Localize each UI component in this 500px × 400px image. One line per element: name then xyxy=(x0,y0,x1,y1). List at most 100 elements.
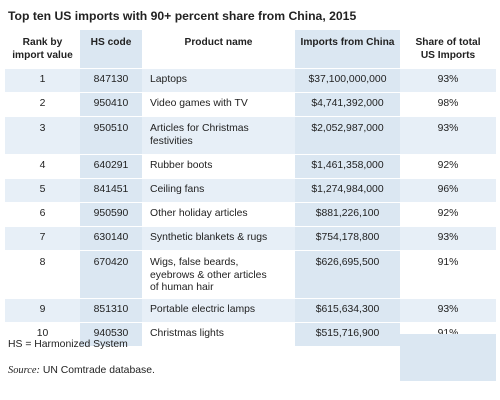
cell-imports: $4,741,392,000 xyxy=(295,93,400,116)
cell-hs-code: 841451 xyxy=(80,179,142,202)
product-line: Ceiling fans xyxy=(150,184,205,196)
product-line: Wigs, false beards, xyxy=(150,257,239,268)
product-line: Christmas lights xyxy=(150,328,224,340)
cell-imports: $615,634,300 xyxy=(295,299,400,322)
table-title: Top ten US imports with 90+ percent shar… xyxy=(8,9,357,23)
table-row: 8 670420 Wigs, false beards, eyebrows & oth… xyxy=(5,251,496,299)
cell-imports: $2,052,987,000 xyxy=(295,117,400,154)
product-text: Other holiday articles xyxy=(150,208,248,221)
cell-hs-code: 950410 xyxy=(80,93,142,116)
header-share-line2: US Imports xyxy=(420,50,476,61)
cell-share: 93% xyxy=(437,304,459,316)
product-line: Video games with TV xyxy=(150,98,248,110)
table-row: 2 950410 Video games with TV $4,741,392,000… xyxy=(5,93,496,117)
cell-imports: $881,226,100 xyxy=(295,203,400,226)
product-text: Ceiling fans xyxy=(150,184,204,197)
table-row: 3 950510 Articles for Christmas festivities… xyxy=(5,117,496,155)
cell-hs-code: 950590 xyxy=(80,203,142,226)
product-line: Portable electric lamps xyxy=(150,304,256,316)
table-row: 7 630140 Synthetic blankets & rugs $754,178… xyxy=(5,227,496,251)
cell-hs-code: 847130 xyxy=(80,69,142,92)
product-line: Synthetic blankets & rugs xyxy=(150,232,268,244)
header-share-line1: Share of total xyxy=(415,37,481,48)
cell-rank: 1 xyxy=(39,74,46,86)
cell-product: Other holiday articles xyxy=(142,203,295,226)
cell-rank: 9 xyxy=(39,304,46,316)
product-line: Rubber boots xyxy=(150,160,213,172)
table-row: 6 950590 Other holiday articles $881,226,10… xyxy=(5,203,496,227)
table-row: 1 847130 Laptops $37,100,000,000 93% xyxy=(5,69,496,93)
cell-product: Articles for Christmas festivities xyxy=(142,117,295,154)
cell-imports: $626,695,500 xyxy=(295,251,400,298)
cell-share: 93% xyxy=(437,232,459,244)
cell-share: 93% xyxy=(437,74,459,86)
cell-product: Christmas lights xyxy=(142,323,295,346)
product-text: Rubber boots xyxy=(150,160,212,173)
source-text: UN Comtrade database. xyxy=(39,365,155,376)
product-text: Christmas lights xyxy=(150,328,224,341)
product-text: Synthetic blankets & rugs xyxy=(150,232,267,245)
cell-share: 91% xyxy=(437,257,459,268)
header-product-label: Product name xyxy=(184,37,253,48)
cell-share: 91% xyxy=(400,323,496,346)
product-text: Laptops xyxy=(150,74,187,87)
table-body: 1 847130 Laptops $37,100,000,000 93% 2 950410 V… xyxy=(5,69,496,347)
footnote: HS = Harmonized System xyxy=(8,339,128,350)
header-rank-line1: Rank by xyxy=(22,37,63,48)
header-hs-code: HS code xyxy=(80,30,142,68)
header-rank-line2: import value xyxy=(12,50,73,61)
table-row: 4 640291 Rubber boots $1,461,358,000 92% xyxy=(5,155,496,179)
product-text: Wigs, false beards, eyebrows & other arti… xyxy=(150,257,267,295)
cell-rank: 4 xyxy=(39,160,46,172)
product-line: Other holiday articles xyxy=(150,208,248,220)
header-product: Product name xyxy=(142,30,295,68)
header-imports: Imports from China xyxy=(295,30,400,68)
cell-imports: $515,716,900 xyxy=(295,323,400,346)
cell-share: 98% xyxy=(437,98,459,110)
cell-share: 96% xyxy=(437,184,459,196)
cell-product: Laptops xyxy=(142,69,295,92)
cell-rank: 8 xyxy=(39,257,46,268)
product-line: Articles for Christmas xyxy=(150,123,249,134)
cell-product: Synthetic blankets & rugs xyxy=(142,227,295,250)
product-text: Video games with TV xyxy=(150,98,248,111)
cell-product: Video games with TV xyxy=(142,93,295,116)
product-line: festivities xyxy=(150,135,193,147)
cell-imports: $37,100,000,000 xyxy=(295,69,400,92)
table-row: 5 841451 Ceiling fans $1,274,984,000 96% xyxy=(5,179,496,203)
product-line: Laptops xyxy=(150,74,187,86)
cell-hs-code: 670420 xyxy=(80,251,142,298)
imports-table: Rank by import value HS code Product nam… xyxy=(5,30,496,347)
cell-imports: $1,274,984,000 xyxy=(295,179,400,202)
shaded-tail xyxy=(400,334,496,381)
cell-rank: 2 xyxy=(39,98,46,110)
cell-imports: $1,461,358,000 xyxy=(295,155,400,178)
cell-product: Portable electric lamps xyxy=(142,299,295,322)
source-label: Source: xyxy=(8,365,40,376)
cell-hs-code: 640291 xyxy=(80,155,142,178)
cell-hs-code: 851310 xyxy=(80,299,142,322)
cell-rank: 6 xyxy=(39,208,46,220)
product-line: eyebrows & other articles xyxy=(150,269,267,281)
cell-imports: $754,178,800 xyxy=(295,227,400,250)
cell-product: Rubber boots xyxy=(142,155,295,178)
product-line: of human hair xyxy=(150,282,214,293)
table-row: 10 940530 Christmas lights $515,716,90091% xyxy=(5,323,496,347)
cell-rank: 3 xyxy=(39,123,46,134)
table-row: 9 851310 Portable electric lamps $615,634,3… xyxy=(5,299,496,323)
header-share: Share of total US Imports xyxy=(400,30,496,68)
cell-rank: 10 xyxy=(36,328,49,340)
cell-share: 93% xyxy=(437,123,459,134)
product-text: Portable electric lamps xyxy=(150,304,255,317)
cell-share: 92% xyxy=(437,208,459,220)
cell-share: 92% xyxy=(437,160,459,172)
product-text: Articles for Christmas festivities xyxy=(150,123,249,148)
cell-product: Ceiling fans xyxy=(142,179,295,202)
source-note: Source: UN Comtrade database. xyxy=(8,365,155,376)
cell-hs-code: 940530 xyxy=(80,323,142,346)
table-header: Rank by import value HS code Product nam… xyxy=(5,30,496,69)
cell-rank: 7 xyxy=(39,232,46,244)
cell-product: Wigs, false beards, eyebrows & other arti… xyxy=(142,251,295,298)
cell-hs-code: 630140 xyxy=(80,227,142,250)
cell-rank: 5 xyxy=(39,184,46,196)
